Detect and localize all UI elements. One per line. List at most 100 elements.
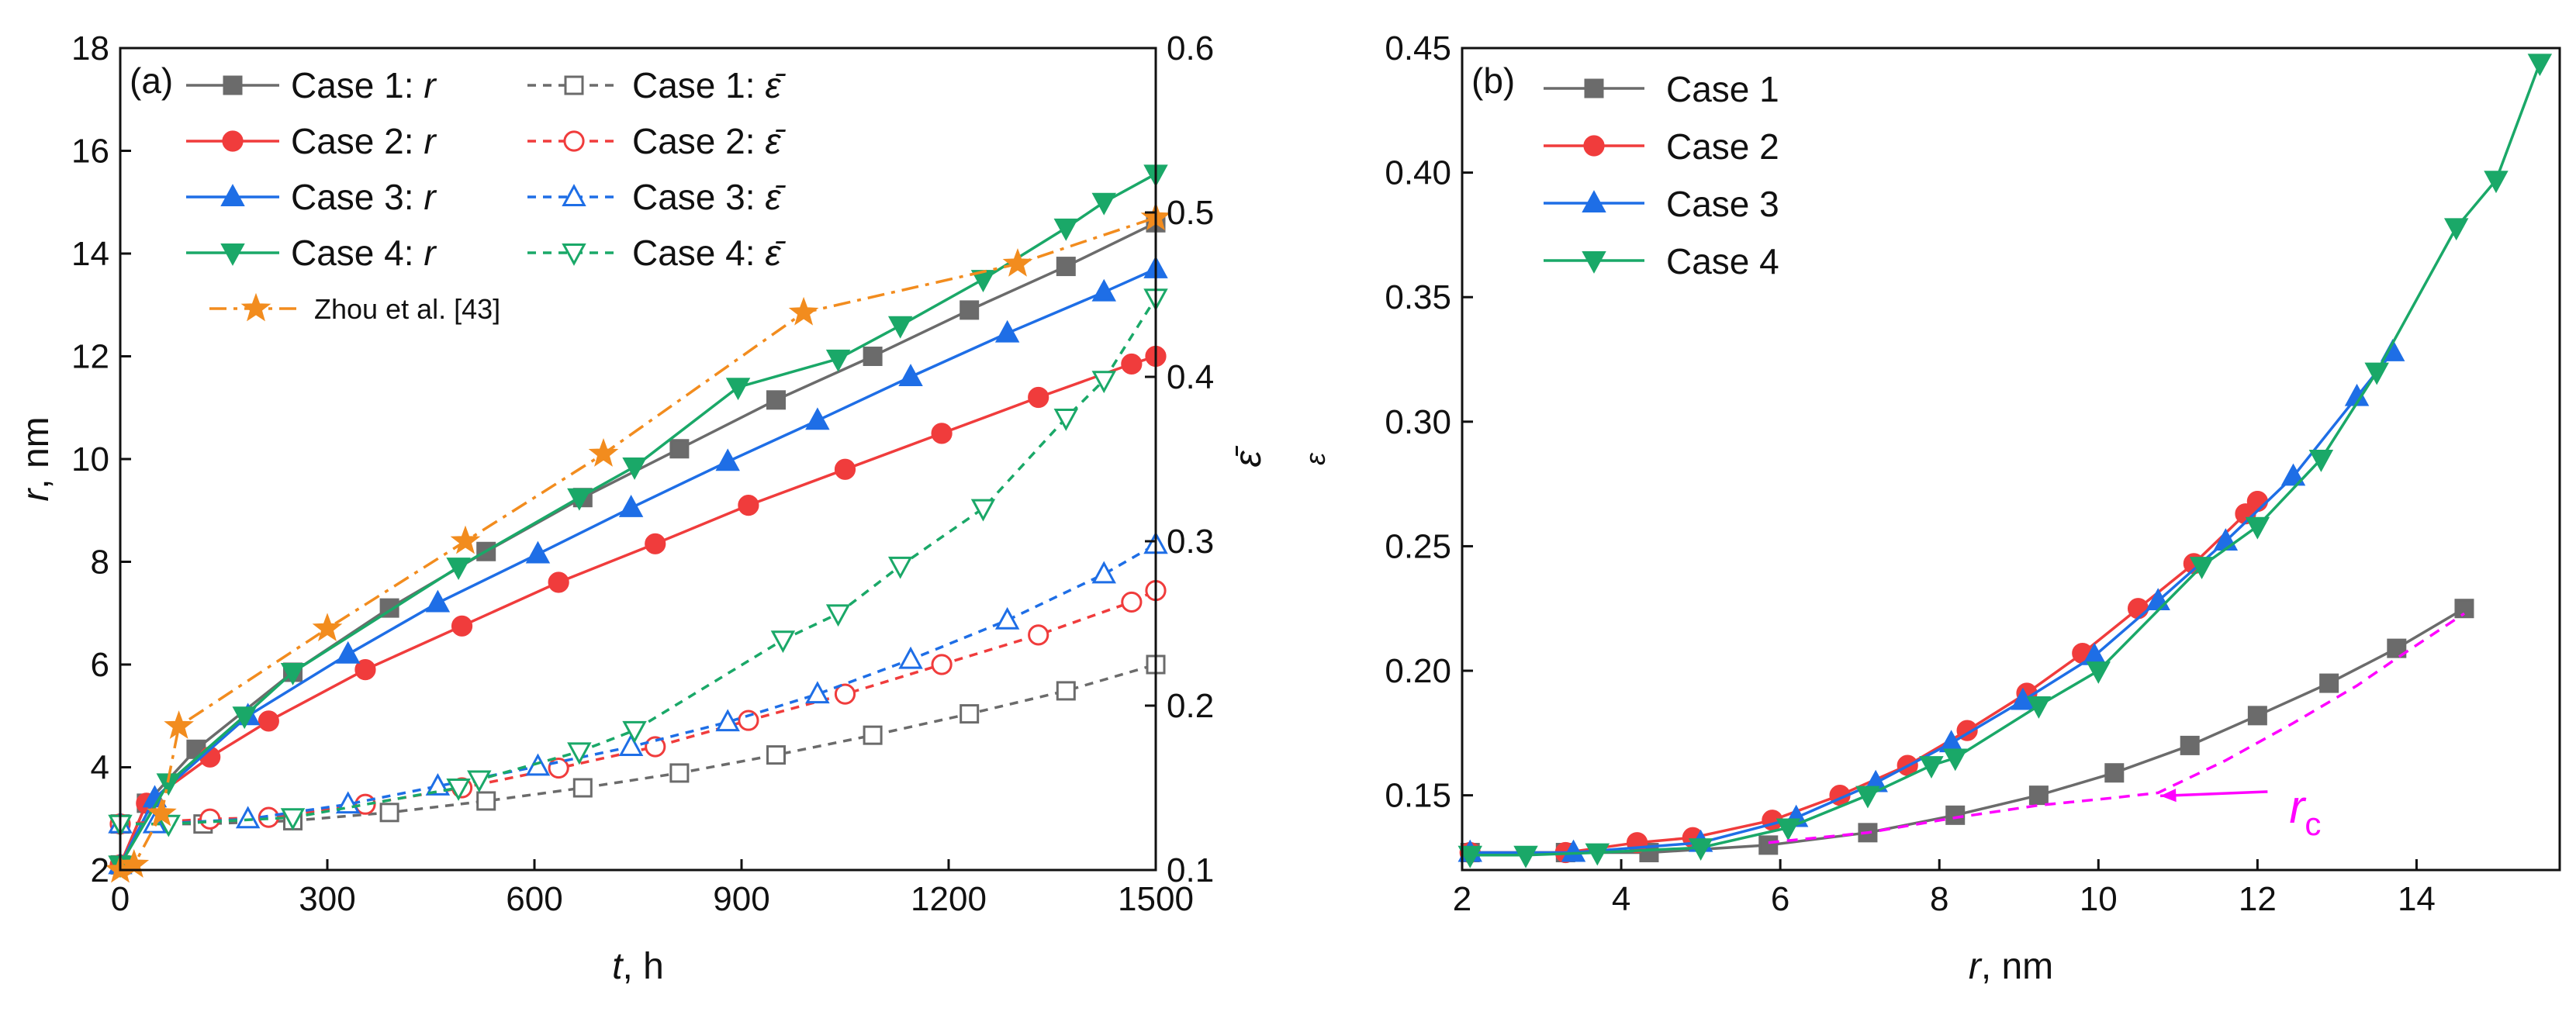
panel-a: 0 300 600 900 1200 1500 2 4 6 8 10 12 14 16 18 0.1 0.2 0.… (16, 29, 1269, 987)
data-point-case-2 (834, 683, 856, 705)
data-point-case-1 (2387, 638, 2407, 658)
legend-label-case-4: Case 4: ε̄ (632, 233, 787, 273)
y2-tick-label-a: 0.3 (1167, 523, 1214, 561)
data-point-zhou-et-al-43 (1002, 247, 1033, 277)
data-point-case-3-r (425, 589, 451, 613)
data-point-case-4 (280, 808, 306, 831)
data-point-case-4 (1053, 409, 1079, 431)
data-point-case-3 (525, 753, 551, 776)
series-line-case-3-r (119, 268, 1157, 866)
data-point-case-1 (669, 763, 690, 783)
annotation-var: r (2289, 781, 2306, 833)
data-point-case-2-r (1028, 386, 1049, 409)
data-point-case-4 (1776, 818, 1801, 841)
data-point-case-3 (1561, 839, 1586, 862)
legend-marker-case-2-r (222, 130, 244, 152)
series-line-case-4 (120, 297, 1157, 826)
y-tick-label-b: 0.25 (1385, 527, 1451, 565)
x-axis-label-b: r, nm (1969, 946, 2053, 987)
legend-label-case-1: Case 1: ε̄ (632, 65, 787, 105)
data-point-case-2-r (258, 710, 279, 732)
series-line-case-1-r (119, 221, 1157, 866)
x-axis-label-unit-b: , nm (1981, 946, 2053, 987)
data-point-case-4-r (232, 706, 257, 730)
y2-axis-label-a: ε̄ (1228, 445, 1269, 467)
y-tick-label-a: 10 (71, 440, 109, 478)
data-point-case-4 (2364, 362, 2389, 385)
data-point-case-1 (766, 745, 786, 765)
panel-label-b: (b) (1471, 60, 1515, 101)
legend-label-case-3: Case 3: ε̄ (632, 177, 787, 217)
legend-marker-case-4 (1582, 251, 1606, 274)
legend-label-prefix: Case 1: (291, 65, 424, 105)
y2-tick-label-a: 0.6 (1167, 29, 1214, 67)
data-point-case-4 (2026, 696, 2052, 719)
legend-label-prefix: Case 3: (632, 177, 765, 217)
data-point-zhou-et-al-43 (450, 525, 481, 554)
series-line-r-c-locus (1768, 612, 2465, 844)
legend-marker-case-3 (1582, 190, 1606, 212)
legend-label-prefix: Case 4: (632, 233, 765, 273)
legend-marker-zhou (240, 292, 271, 322)
data-point-case-1 (2104, 763, 2125, 783)
data-point-case-3-r (618, 495, 644, 517)
data-point-case-4 (1457, 845, 1482, 868)
data-point-zhou-et-al-43 (588, 438, 619, 467)
legend-a: Case 1: r Case 1: ε̄Case 2: r Case 2: ε̄Ca… (186, 65, 787, 325)
data-point-zhou-et-al-43 (147, 797, 177, 827)
legend-marker-case-1 (1584, 78, 1604, 98)
x-tick-label-a: 600 (506, 880, 562, 918)
x-tick-label-b: 4 (1612, 880, 1630, 918)
x-tick-label-b: 10 (2080, 880, 2118, 918)
legend-label-case-1: Case 1 (1666, 69, 1779, 109)
data-point-case-2-r (1121, 353, 1143, 375)
legend-label-var: ε̄ (765, 233, 786, 273)
data-point-case-1 (2247, 706, 2267, 726)
data-point-case-4 (2245, 516, 2270, 540)
data-point-case-4 (1585, 843, 1610, 866)
data-point-zhou-et-al-43 (788, 296, 819, 326)
data-point-case-4 (446, 779, 471, 801)
data-point-case-4 (2527, 54, 2553, 77)
legend-marker-case-4 (562, 243, 586, 266)
legend-marker-case-2 (563, 130, 585, 152)
data-point-case-4 (567, 742, 592, 765)
data-point-case-4-r (825, 349, 851, 372)
x-tick-label-b: 2 (1453, 880, 1471, 918)
x-tick-label-b: 6 (1771, 880, 1789, 918)
data-point-case-2 (2246, 491, 2268, 513)
data-point-case-2 (931, 654, 953, 675)
data-point-case-4 (2086, 661, 2111, 684)
data-point-case-1 (572, 778, 593, 798)
y-axis-label-a: r, nm (16, 416, 57, 501)
y-tick-label-a: 6 (91, 646, 109, 684)
data-point-case-1 (1945, 805, 1966, 825)
data-point-case-4-r (446, 558, 471, 581)
data-point-case-1 (379, 803, 399, 823)
legend-label-var: r (424, 65, 437, 105)
data-point-case-4-r (622, 457, 647, 480)
data-point-case-2 (1028, 624, 1049, 646)
y-tick-label-a: 4 (91, 749, 109, 787)
data-point-case-3 (898, 646, 923, 669)
data-point-case-2 (1121, 591, 1143, 613)
y-tick-label-b: 0.40 (1385, 154, 1451, 192)
data-point-case-1 (2454, 599, 2474, 619)
data-point-case-3-r (335, 640, 361, 664)
legend-label-case-2: Case 2 (1666, 126, 1779, 167)
panel-label-a: (a) (130, 60, 173, 101)
series-line-case-3 (120, 543, 1157, 826)
series-line-case-4-r (119, 172, 1157, 866)
legend-label-case-2-r: Case 2: r (291, 121, 437, 161)
data-point-case-3 (235, 806, 261, 829)
y-axis-label-unit-a: , nm (16, 416, 57, 489)
data-point-case-3 (425, 772, 451, 796)
x-tick-label-a: 1200 (911, 880, 987, 918)
data-point-case-4 (970, 499, 996, 522)
x-axis-label-var-b: r (1969, 946, 1983, 987)
data-point-case-1-r (669, 439, 690, 459)
data-point-case-3 (2011, 687, 2035, 710)
legend-label-case-3-r: Case 3: r (291, 177, 437, 217)
legend-b: Case 1 Case 2 Case 3 Case 4 (1544, 69, 1779, 281)
